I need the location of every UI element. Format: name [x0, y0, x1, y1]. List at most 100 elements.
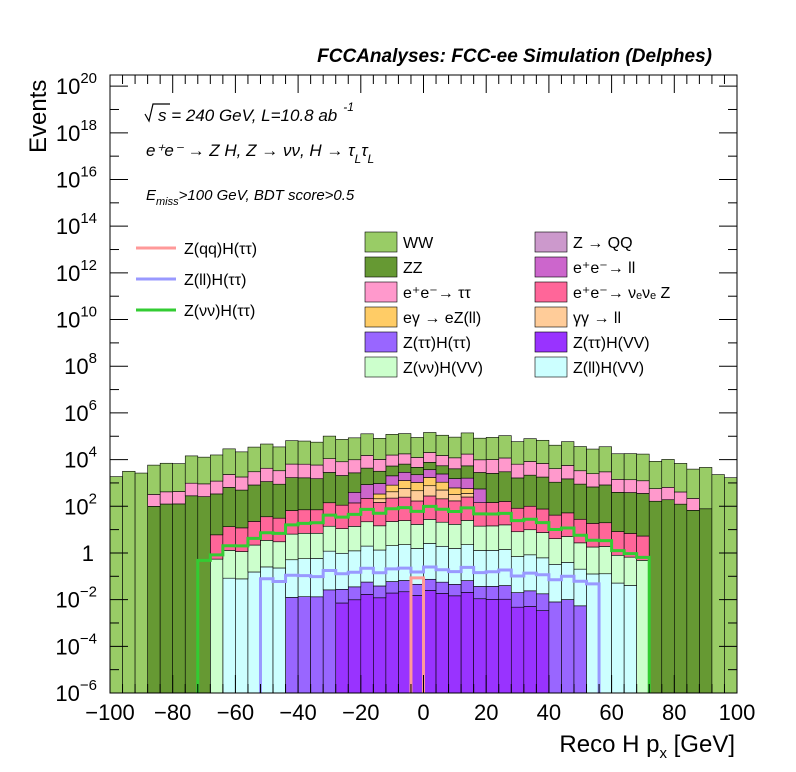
- bin: [498, 549, 512, 586]
- legend-swatch: [534, 256, 568, 278]
- stack-z-h: [285, 578, 587, 694]
- bin: [109, 476, 123, 694]
- legend-label: Z(ll)H(ττ): [184, 272, 246, 289]
- bin: [485, 599, 500, 694]
- bin: [385, 521, 399, 546]
- bin: [561, 465, 575, 480]
- bin: [648, 488, 663, 502]
- bin: [398, 544, 412, 581]
- bin: [360, 594, 374, 694]
- svg-text:s = 240 GeV, L=10.8 ab-1: s = 240 GeV, L=10.8 ab -1: [158, 100, 354, 125]
- bin: [235, 451, 249, 478]
- legend-label: e⁺e⁻→ ττ: [403, 285, 471, 302]
- bin: [536, 532, 550, 559]
- legend-swatch: [364, 331, 398, 353]
- bin: [322, 589, 337, 694]
- y-tick-label: 102: [64, 490, 97, 519]
- bin: [373, 525, 387, 551]
- bin: [460, 488, 474, 494]
- y-tick-label: 1010: [56, 304, 97, 333]
- bin: [285, 463, 299, 478]
- bin: [423, 432, 437, 453]
- bin: [172, 491, 186, 505]
- bin: [210, 558, 224, 694]
- x-tick-label: −80: [154, 700, 191, 725]
- legend-entry-ww: WW: [364, 231, 434, 253]
- bin: [197, 456, 211, 485]
- bin: [360, 545, 374, 583]
- legend-signal: Z(qq)H(ττ) Z(ll)H(ττ) Z(νν)H(ττ): [136, 241, 257, 320]
- bin: [247, 446, 261, 473]
- x-tick-labels: −100 −80 −60 −40 −20 0 20 40 60 80 100: [85, 700, 755, 725]
- y-tick-label: 10−6: [55, 677, 97, 706]
- bin: [222, 448, 236, 475]
- bin: [536, 593, 550, 611]
- bin: [247, 521, 261, 546]
- legend-label: Z(νν)H(ττ): [184, 303, 255, 320]
- bin: [523, 438, 537, 462]
- bin: [360, 467, 374, 485]
- bin: [297, 532, 311, 559]
- legend-swatch: [534, 356, 568, 378]
- chart-title: FCCAnalyses: FCC-ee Simulation (Delphes): [317, 46, 712, 67]
- bin: [460, 544, 474, 581]
- line-z-qq-h: [409, 576, 425, 693]
- bin: [435, 481, 449, 491]
- legend-label: e⁺e⁻→ ll: [573, 260, 635, 277]
- bin: [636, 480, 650, 494]
- legend-swatch: [364, 231, 398, 253]
- bin: [686, 468, 700, 499]
- legend-swatch: [534, 281, 568, 303]
- bin: [310, 441, 324, 466]
- bin: [347, 437, 362, 461]
- bin: [435, 593, 449, 694]
- bin: [485, 525, 500, 551]
- bin: [423, 519, 437, 544]
- x-tick-label: 100: [719, 700, 756, 725]
- bin: [473, 598, 487, 694]
- legend-entry-z-ll-h: Z(ll)H(ττ): [136, 272, 246, 289]
- bin: [235, 527, 249, 552]
- bin: [435, 473, 449, 483]
- bin: [272, 483, 286, 519]
- bin: [347, 459, 362, 474]
- bin: [460, 465, 474, 479]
- bin: [611, 479, 625, 493]
- legend-label: eγ → eZ(ll): [403, 310, 481, 327]
- bin: [247, 571, 261, 694]
- bin: [247, 484, 261, 522]
- bin: [661, 487, 675, 501]
- legend-entry-z-h-vv: Z(ττ)H(VV): [534, 331, 650, 353]
- bin: [297, 463, 311, 479]
- bin: [385, 491, 399, 499]
- bin: [385, 475, 399, 486]
- bin: [322, 472, 337, 504]
- bin: [360, 521, 374, 547]
- bin: [473, 550, 487, 587]
- bin: [285, 477, 299, 511]
- y-tick-label: 106: [64, 397, 97, 426]
- bin: [498, 524, 512, 550]
- bin: [573, 518, 587, 544]
- bin: [398, 453, 412, 465]
- bin: [485, 550, 500, 587]
- bin: [247, 471, 261, 486]
- bin: [661, 459, 675, 488]
- legend-label: γγ → ll: [573, 310, 621, 327]
- bin: [510, 477, 525, 509]
- bin: [636, 560, 650, 694]
- bin: [335, 475, 349, 506]
- bin: [561, 441, 575, 466]
- bin: [247, 544, 261, 573]
- legend-label: Z(qq)H(ττ): [184, 241, 257, 258]
- bin: [611, 453, 625, 480]
- legend-label: Z(ττ)H(VV): [573, 335, 650, 352]
- bin: [636, 493, 650, 537]
- legend-entry-z-h: Z(νν)H(ττ): [136, 303, 255, 320]
- bin: [598, 471, 612, 486]
- bin: [510, 592, 525, 608]
- bin: [673, 491, 688, 505]
- bin: [285, 597, 299, 694]
- bin: [360, 484, 374, 499]
